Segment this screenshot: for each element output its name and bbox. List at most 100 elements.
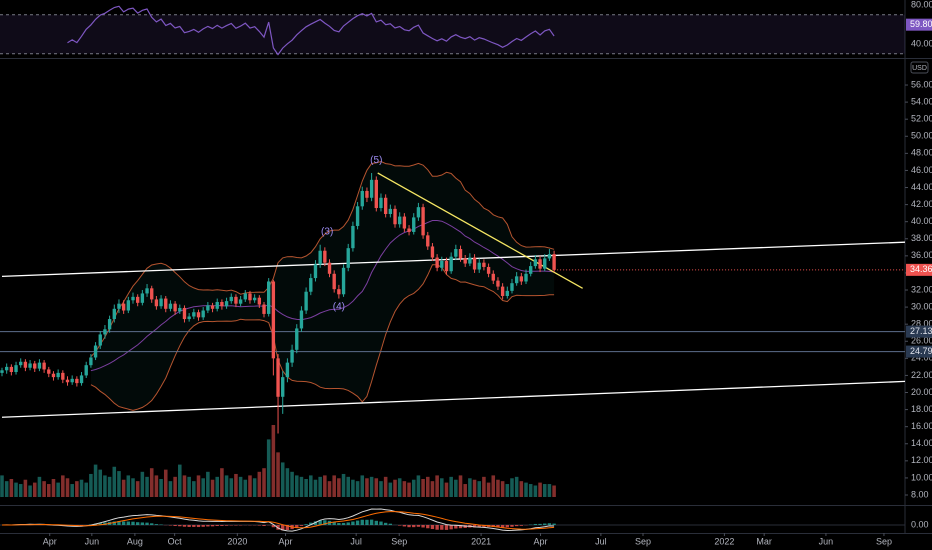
candle-body [323, 250, 327, 263]
volume-bar [140, 471, 145, 497]
y-tick-label: 8.00 [911, 489, 929, 499]
volume-bar [346, 476, 351, 497]
macd-hist [145, 522, 149, 525]
axes: USD 8.00 10.00 12.00 14.00 16.00 18.00 20.00 22… [43, 0, 932, 546]
volume-bar [126, 475, 131, 497]
candle-body [529, 266, 533, 274]
volume-bar [533, 485, 538, 497]
macd-hist [121, 521, 126, 525]
macd-hist [341, 522, 346, 525]
volume-bar [187, 476, 191, 497]
volume-bar [318, 476, 322, 497]
level-tag [906, 325, 932, 338]
macd-hist [533, 523, 538, 525]
candle-body [257, 297, 262, 305]
volume-bar [369, 476, 374, 497]
candle-body [70, 378, 74, 383]
macd-hist [285, 525, 290, 530]
macd-hist [407, 525, 411, 528]
candle-body [84, 365, 88, 376]
macd-hist [313, 521, 318, 525]
macd-hist [224, 525, 229, 526]
volume-bar [449, 476, 453, 497]
volume-bar [215, 476, 220, 497]
x-tick-label: Sep [876, 536, 892, 546]
candle-body [107, 319, 112, 330]
macd-hist [281, 525, 285, 531]
candle-body [477, 262, 481, 270]
macd-hist [430, 525, 435, 530]
volume-bar [491, 475, 496, 497]
volume-bar [89, 473, 93, 497]
macd-hist [369, 519, 374, 525]
macd-hist [135, 522, 140, 525]
volume-bar [117, 471, 121, 497]
macd-hist [220, 525, 224, 526]
rsi-tick-label: 40.00 [911, 38, 932, 48]
candle-body [28, 363, 32, 368]
macd-hist [295, 525, 299, 528]
candle-body [510, 283, 514, 291]
candle-body [168, 303, 173, 309]
volume-bar [131, 478, 135, 497]
candle-body [421, 207, 425, 236]
volume-bar [351, 479, 355, 497]
volume-bar [323, 475, 327, 497]
candle-body [538, 259, 542, 269]
y-tick-label: 22.00 [911, 370, 932, 380]
volume-bar [42, 481, 46, 497]
macd-hist [365, 519, 369, 525]
volume-bar [365, 478, 369, 497]
candle-body [224, 301, 229, 307]
volume-bar [51, 479, 56, 497]
macd-hist [496, 525, 500, 528]
trendline [1, 241, 905, 277]
macd-hist [154, 524, 159, 525]
volume-bar [299, 476, 304, 497]
volume-bar [135, 481, 140, 497]
candle-body [145, 288, 149, 294]
volume-bar [468, 478, 472, 497]
macd-hist [346, 522, 350, 525]
currency-box [910, 61, 929, 74]
x-tick-label: Apr [534, 536, 548, 546]
macd-hist [543, 523, 547, 525]
y-tick-label: 16.00 [911, 421, 932, 431]
rsi-tick-label: 80.00 [911, 0, 932, 9]
rsi-line [67, 5, 555, 56]
bollinger-fill [90, 161, 555, 411]
candle-body [454, 249, 458, 257]
macd-hist [416, 525, 421, 527]
candle-body [313, 264, 318, 279]
macd-hist [323, 520, 327, 525]
bollinger-upper [90, 160, 555, 358]
candle-body [98, 334, 102, 346]
candle-body [463, 258, 467, 264]
currency: USD [912, 65, 927, 72]
macd-hist [383, 522, 388, 525]
macd-hist [337, 523, 341, 525]
macd-hist [388, 523, 393, 525]
volume-bar [421, 479, 425, 497]
macd-hist [355, 520, 360, 525]
candle-body [262, 304, 266, 314]
macd-hist [117, 521, 121, 525]
macd-hist [257, 525, 262, 526]
macd-hist [514, 525, 519, 527]
candle-body [360, 190, 364, 207]
candle-body [150, 288, 154, 300]
macd-hist [500, 525, 505, 528]
volume-bar [0, 475, 4, 497]
volume-bar [332, 475, 336, 497]
candle-body [472, 257, 477, 270]
candle-body [187, 316, 191, 320]
trendline [1, 380, 905, 418]
candle-body [135, 296, 140, 303]
x-tick-label: Apr [279, 536, 293, 546]
y-tick-label: 28.00 [911, 319, 932, 329]
candle-body [271, 281, 276, 359]
macd-hist [477, 525, 481, 528]
macd-hist [271, 525, 276, 528]
candle-body [379, 197, 383, 209]
